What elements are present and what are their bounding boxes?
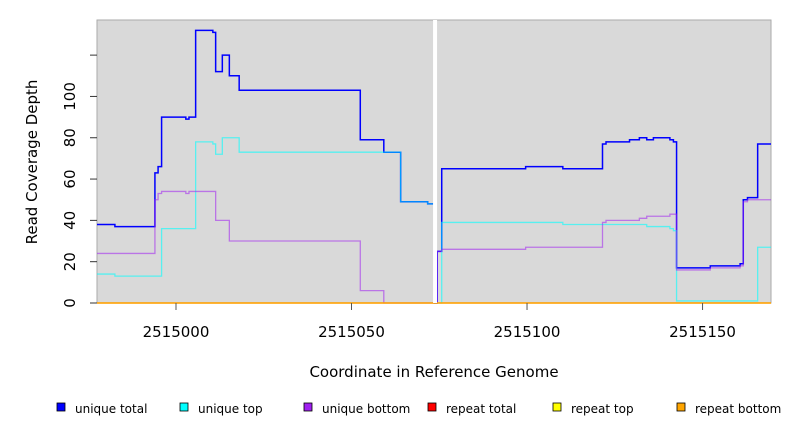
x-tick-label: 2515050 <box>318 323 385 341</box>
x-axis: 2515000 2515050 2515100 2515150 <box>143 303 736 341</box>
y-tick-label: 20 <box>61 252 79 271</box>
y-axis: 0 20 40 60 80 100 <box>61 54 97 308</box>
y-tick-label: 40 <box>61 211 79 230</box>
legend-swatch <box>676 402 686 412</box>
legend-label: repeat total <box>446 402 516 416</box>
legend-label: repeat bottom <box>695 402 781 416</box>
legend-swatch <box>427 402 437 412</box>
legend-label: unique total <box>75 402 147 416</box>
legend-item-unique-bottom: unique bottom <box>303 402 410 416</box>
x-tick-label: 2515150 <box>669 323 736 341</box>
y-tick-label: 0 <box>61 298 79 308</box>
x-tick-label: 2515100 <box>494 323 561 341</box>
y-tick-label: 60 <box>61 170 79 189</box>
legend-swatch <box>552 402 562 412</box>
series-line-unique-top <box>97 137 771 304</box>
legend: unique total unique top unique bottom repea… <box>56 402 781 416</box>
legend-item-unique-total: unique total <box>56 402 147 416</box>
legend-label: repeat top <box>571 402 634 416</box>
y-axis-title: Read Coverage Depth <box>23 80 41 245</box>
legend-item-unique-top: unique top <box>179 402 263 416</box>
y-tick-label: 100 <box>61 82 79 111</box>
legend-item-repeat-top: repeat top <box>552 402 634 416</box>
legend-item-repeat-total: repeat total <box>427 402 516 416</box>
legend-swatch <box>303 402 313 412</box>
series-layer <box>97 20 771 304</box>
x-tick-label: 2515000 <box>143 323 210 341</box>
legend-swatch <box>56 402 66 412</box>
x-axis-title: Coordinate in Reference Genome <box>309 363 558 381</box>
legend-label: unique top <box>198 402 263 416</box>
series-line-unique-bottom <box>97 190 771 304</box>
legend-label: unique bottom <box>322 402 410 416</box>
legend-item-repeat-bottom: repeat bottom <box>676 402 781 416</box>
legend-swatch <box>179 402 189 412</box>
y-tick-label: 80 <box>61 128 79 147</box>
